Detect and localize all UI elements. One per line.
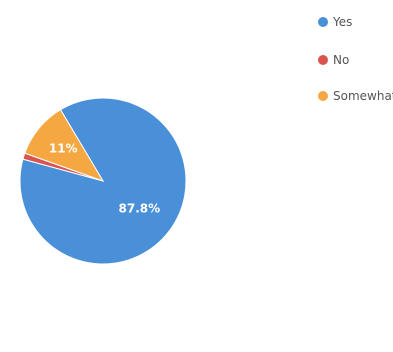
legend-marker-no <box>318 55 328 65</box>
legend-marker-somewhat <box>318 91 328 101</box>
data-label-somewhat: 11% <box>49 141 78 155</box>
legend-label-yes: Yes <box>332 15 352 29</box>
legend-item-yes[interactable]: Yes <box>318 15 352 29</box>
pie-slices <box>20 98 186 264</box>
legend-marker-yes <box>318 17 328 27</box>
data-label-yes: 87.8% <box>119 202 161 216</box>
legend: Yes No Somewhat <box>318 15 393 103</box>
legend-label-no: No <box>333 53 349 67</box>
legend-item-no[interactable]: No <box>318 53 349 67</box>
legend-item-somewhat[interactable]: Somewhat <box>318 89 393 103</box>
legend-label-somewhat: Somewhat <box>333 89 393 103</box>
